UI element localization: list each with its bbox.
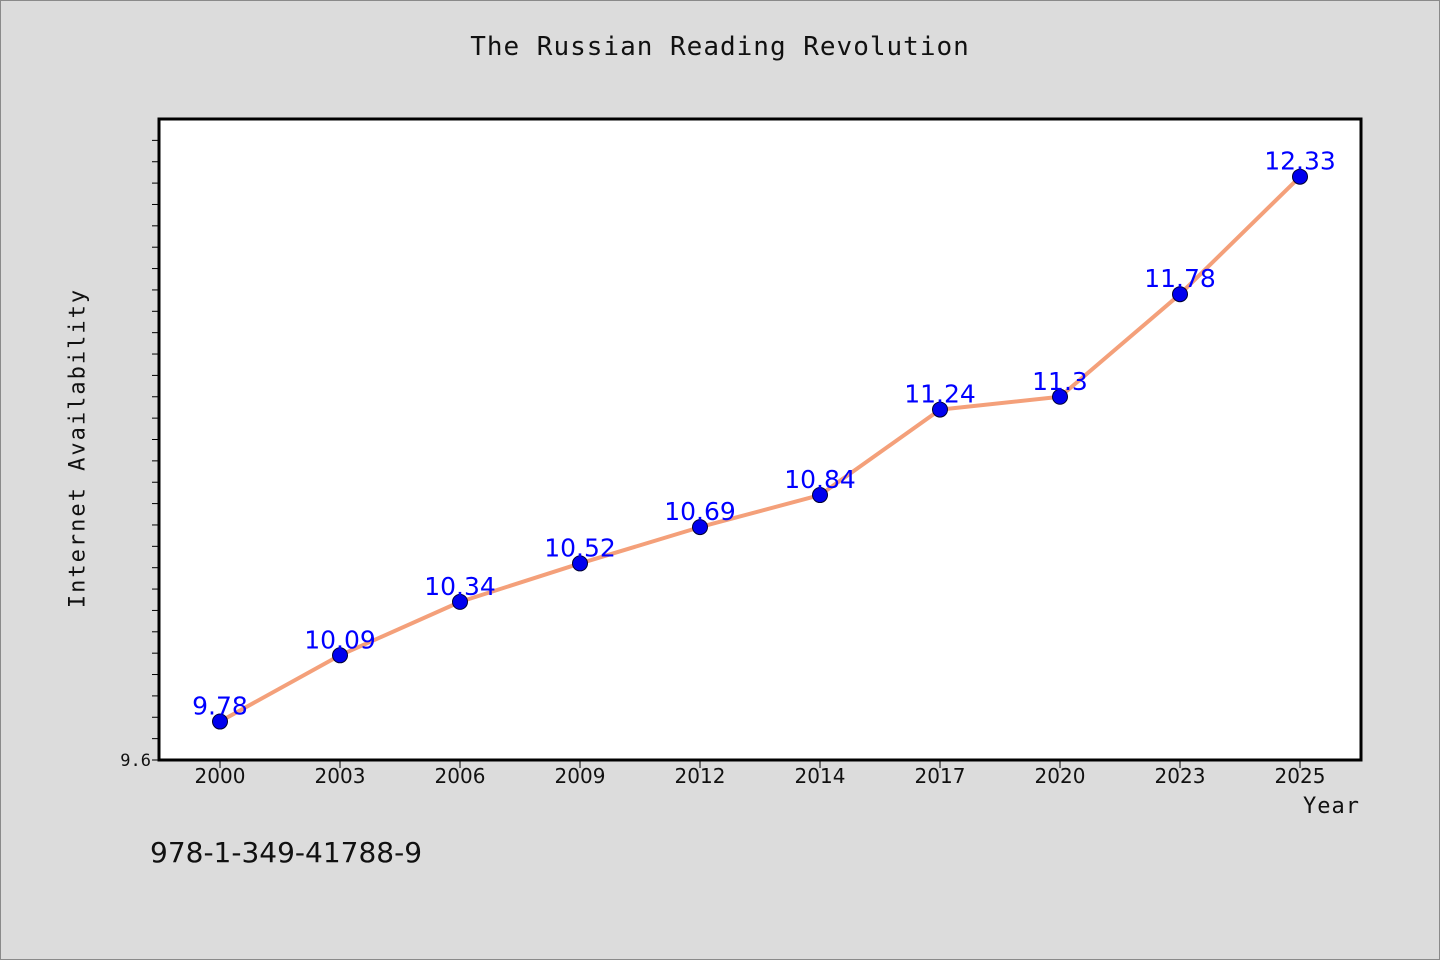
x-tick-label: 2006 (435, 764, 486, 788)
x-tick-label: 2000 (195, 764, 246, 788)
x-tick-label: 2014 (795, 764, 846, 788)
data-point (212, 713, 228, 730)
x-tick-label: 2020 (1035, 764, 1086, 788)
data-label: 12.33 (1264, 147, 1336, 176)
x-tick-label: 2012 (675, 764, 726, 788)
data-point (1292, 168, 1308, 185)
data-point (812, 487, 828, 504)
x-tick-label: 2017 (915, 764, 966, 788)
data-label: 10.09 (304, 625, 376, 654)
data-label: 10.52 (544, 533, 616, 562)
data-point (1172, 286, 1188, 303)
data-label: 10.34 (424, 572, 496, 601)
y-tick-label: 9.6 (120, 751, 151, 771)
data-point (572, 555, 588, 572)
x-tick-label: 2009 (555, 764, 606, 788)
x-tick-label: 2025 (1275, 764, 1326, 788)
data-point (692, 519, 708, 536)
data-label: 11.3 (1032, 367, 1088, 396)
data-point (1052, 388, 1068, 405)
series-line (219, 175, 1302, 724)
plot-area (157, 117, 1363, 762)
data-label: 11.78 (1144, 264, 1216, 293)
chart-title: The Russian Reading Revolution (470, 32, 970, 62)
x-tick-label: 2003 (315, 764, 366, 788)
x-tick-label: 2023 (1155, 764, 1206, 788)
data-label: 9.78 (192, 692, 248, 721)
isbn-text: 978-1-349-41788-9 (150, 836, 423, 869)
data-label: 10.69 (664, 497, 736, 526)
data-label: 11.24 (904, 380, 976, 409)
data-point (332, 647, 348, 664)
x-axis-title: Year (1303, 794, 1360, 819)
data-label: 10.84 (784, 465, 856, 494)
data-point (932, 401, 948, 418)
data-point (452, 593, 468, 610)
